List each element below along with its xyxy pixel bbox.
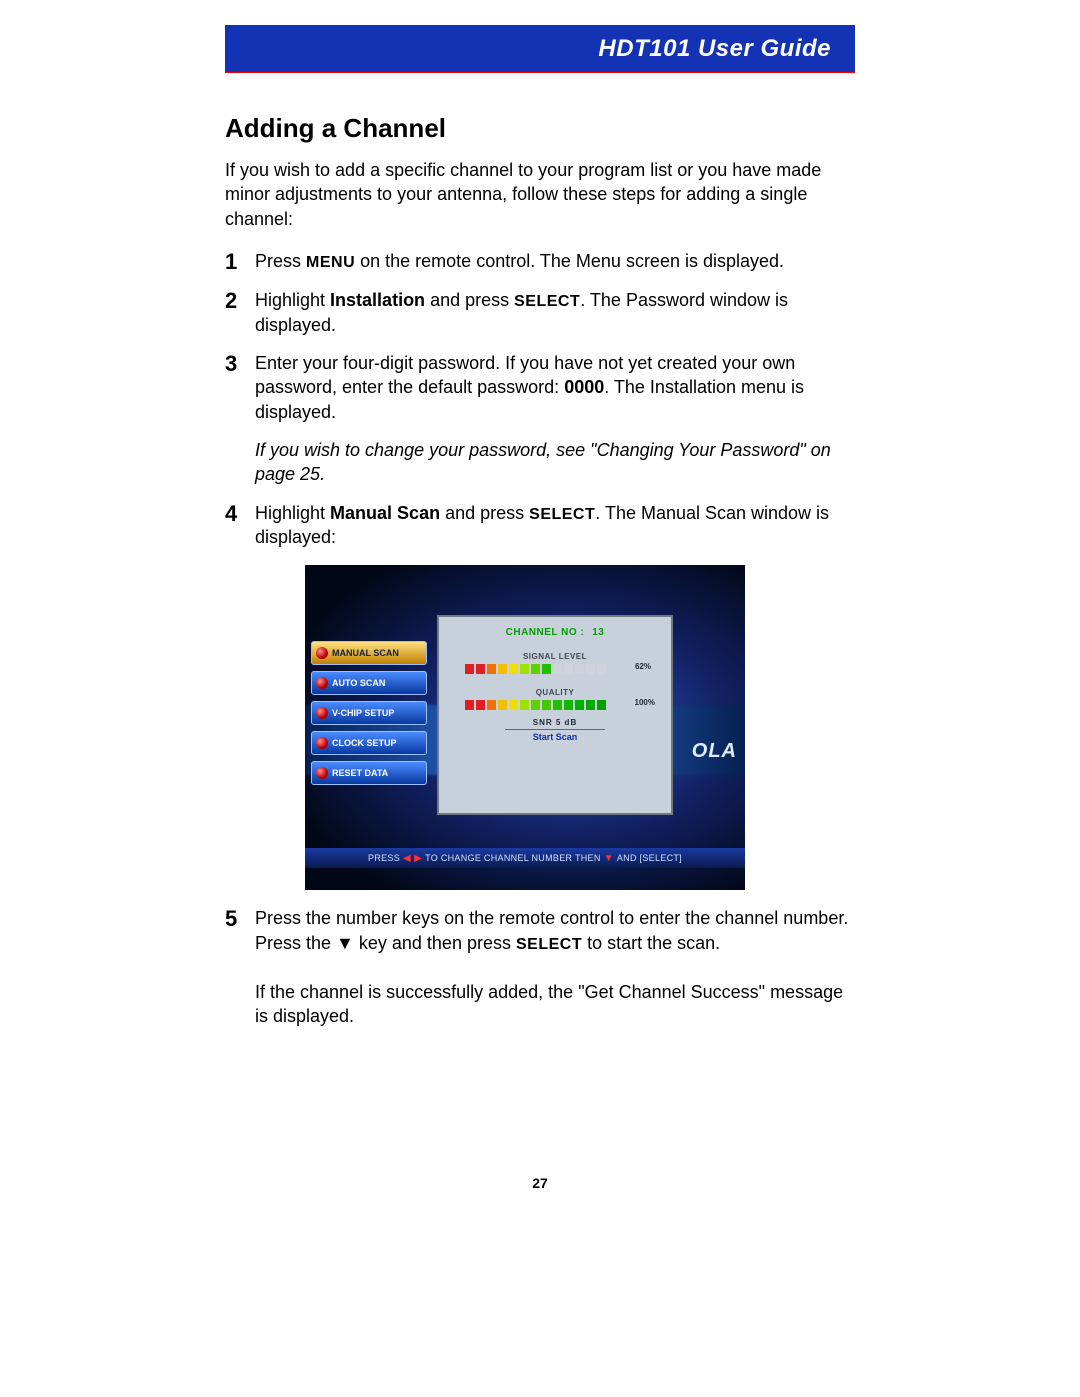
channel-number: 13	[592, 627, 604, 638]
step-body: Highlight Installation and press SELECT.…	[255, 288, 855, 337]
signal-percent: 62%	[635, 662, 651, 671]
tv-screenshot: OLA MANUAL SCAN AUTO SCAN V-CHIP SETUP C…	[305, 565, 855, 890]
header-bar: HDT101 User Guide	[225, 25, 855, 73]
quality-label: QUALITY	[439, 688, 671, 697]
menu-dot-icon	[316, 767, 328, 779]
header-title: HDT101 User Guide	[598, 35, 831, 63]
menu-clock-setup: CLOCK SETUP	[311, 731, 427, 755]
menu-dot-icon	[316, 737, 328, 749]
menu-auto-scan: AUTO SCAN	[311, 671, 427, 695]
note-paragraph: If you wish to change your password, see…	[255, 438, 855, 487]
step-body: Press MENU on the remote control. The Me…	[255, 249, 855, 274]
tv-brand-text: OLA	[692, 740, 737, 763]
key-select: SELECT	[514, 293, 580, 310]
signal-level-bar: 62%	[465, 664, 645, 674]
menu-reset-data: RESET DATA	[311, 761, 427, 785]
step-number: 3	[225, 351, 255, 376]
step-4: 4 Highlight Manual Scan and press SELECT…	[225, 501, 855, 550]
step-body: Enter your four-digit password. If you h…	[255, 351, 855, 424]
menu-vchip-setup: V-CHIP SETUP	[311, 701, 427, 725]
key-select: SELECT	[516, 936, 582, 953]
start-scan-label: Start Scan	[505, 729, 605, 743]
step-number: 5	[225, 906, 255, 931]
step-number: 1	[225, 249, 255, 274]
section-title: Adding a Channel	[225, 113, 855, 144]
arrow-lr-icon: ◀ ▶	[403, 853, 422, 864]
arrow-down-icon: ▼	[604, 853, 614, 864]
key-menu: MENU	[306, 254, 355, 271]
document-page: HDT101 User Guide Adding a Channel If yo…	[225, 25, 855, 1042]
step-number: 4	[225, 501, 255, 526]
tv-screen: OLA MANUAL SCAN AUTO SCAN V-CHIP SETUP C…	[305, 565, 745, 890]
snr-row: SNR 5 dB	[439, 718, 671, 727]
tv-hint-bar: PRESS ◀ ▶ TO CHANGE CHANNEL NUMBER THEN …	[305, 848, 745, 868]
signal-level-label: SIGNAL LEVEL	[439, 652, 671, 661]
step-number: 2	[225, 288, 255, 313]
quality-percent: 100%	[635, 698, 655, 707]
step-2: 2 Highlight Installation and press SELEC…	[225, 288, 855, 337]
key-select: SELECT	[529, 506, 595, 523]
menu-manual-scan: MANUAL SCAN	[311, 641, 427, 665]
quality-bar: 100%	[465, 700, 645, 710]
tv-side-menu: MANUAL SCAN AUTO SCAN V-CHIP SETUP CLOCK…	[311, 641, 427, 785]
steps-list: 1 Press MENU on the remote control. The …	[225, 249, 855, 1028]
down-arrow-icon: ▼	[336, 933, 354, 953]
step-3: 3 Enter your four-digit password. If you…	[225, 351, 855, 424]
page-number: 27	[225, 1175, 855, 1191]
menu-dot-icon	[316, 677, 328, 689]
menu-dot-icon	[316, 707, 328, 719]
step-body: Press the number keys on the remote cont…	[255, 906, 855, 1028]
intro-paragraph: If you wish to add a specific channel to…	[225, 158, 855, 231]
manual-scan-panel: CHANNEL NO : 13 SIGNAL LEVEL 62% QUALITY…	[437, 615, 673, 815]
channel-row: CHANNEL NO : 13	[439, 627, 671, 638]
step-1: 1 Press MENU on the remote control. The …	[225, 249, 855, 274]
step-5: 5 Press the number keys on the remote co…	[225, 906, 855, 1028]
step-body: Highlight Manual Scan and press SELECT. …	[255, 501, 855, 550]
menu-dot-icon	[316, 647, 328, 659]
